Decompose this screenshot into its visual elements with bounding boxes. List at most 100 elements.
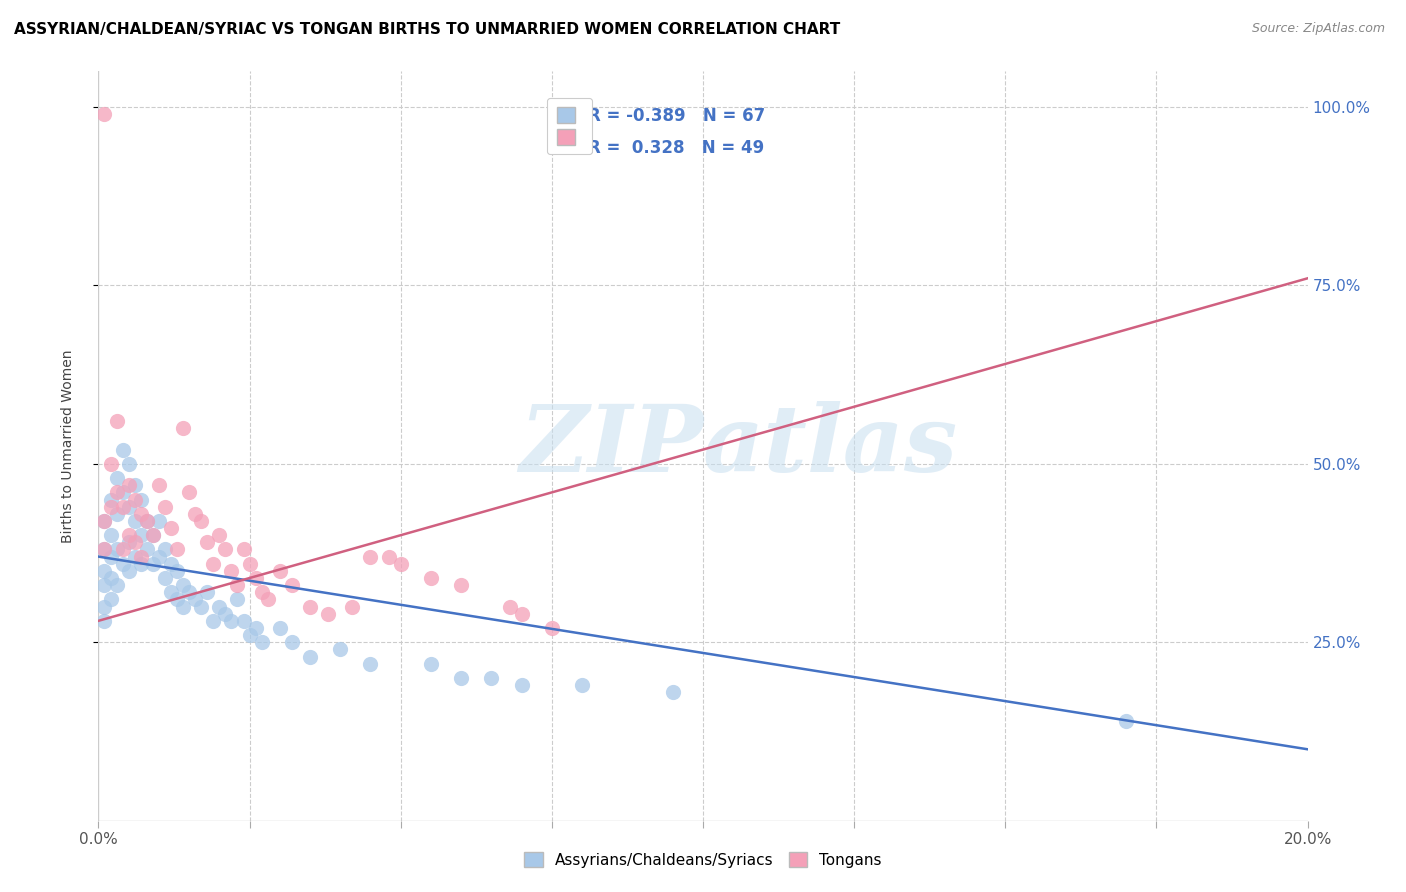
Point <box>342 599 364 614</box>
Point <box>195 535 218 549</box>
Point <box>166 542 188 557</box>
Point <box>153 500 176 514</box>
Text: R =  0.328   N = 49: R = 0.328 N = 49 <box>588 139 765 157</box>
Point <box>105 471 128 485</box>
Point <box>208 528 231 542</box>
Point <box>153 542 176 557</box>
Point <box>111 542 134 557</box>
Point <box>221 564 243 578</box>
Point <box>329 642 352 657</box>
Point <box>160 557 183 571</box>
Point <box>190 514 212 528</box>
Point <box>299 599 322 614</box>
Point <box>256 592 278 607</box>
Point <box>226 592 249 607</box>
Point <box>269 621 291 635</box>
Point <box>105 485 128 500</box>
Point <box>153 571 176 585</box>
Point <box>245 571 267 585</box>
Point <box>239 628 262 642</box>
Point <box>124 514 146 528</box>
Point <box>100 457 122 471</box>
Y-axis label: Births to Unmarried Women: Births to Unmarried Women <box>60 350 75 542</box>
Point <box>124 478 146 492</box>
Point <box>160 585 183 599</box>
Point <box>360 657 382 671</box>
Point <box>100 571 122 585</box>
Point <box>129 549 152 564</box>
Point <box>118 528 141 542</box>
Point <box>172 599 194 614</box>
Point <box>481 671 503 685</box>
Point <box>93 614 115 628</box>
Point <box>100 500 122 514</box>
Point <box>299 649 322 664</box>
Point <box>124 535 146 549</box>
Point <box>93 514 115 528</box>
Point <box>142 528 165 542</box>
Point <box>1115 714 1137 728</box>
Text: atlas: atlas <box>703 401 959 491</box>
Point <box>184 507 207 521</box>
Point <box>129 492 152 507</box>
Point <box>571 678 593 692</box>
Point <box>111 500 134 514</box>
Point <box>93 564 115 578</box>
Point <box>105 414 128 428</box>
Point <box>389 557 412 571</box>
Point <box>214 607 236 621</box>
Point <box>148 514 170 528</box>
Point <box>148 478 170 492</box>
Point <box>232 542 254 557</box>
Text: ASSYRIAN/CHALDEAN/SYRIAC VS TONGAN BIRTHS TO UNMARRIED WOMEN CORRELATION CHART: ASSYRIAN/CHALDEAN/SYRIAC VS TONGAN BIRTH… <box>14 22 841 37</box>
Point <box>510 607 533 621</box>
Point <box>316 607 339 621</box>
Point <box>245 621 267 635</box>
Point <box>100 592 122 607</box>
Point <box>160 521 183 535</box>
Legend: Assyrians/Chaldeans/Syriacs, Tongans: Assyrians/Chaldeans/Syriacs, Tongans <box>516 844 890 875</box>
Legend: , : , <box>547 98 592 154</box>
Point <box>202 557 225 571</box>
Point <box>93 542 115 557</box>
Point <box>450 578 472 592</box>
Point <box>172 578 194 592</box>
Point <box>111 442 134 457</box>
Point <box>118 535 141 549</box>
Point <box>166 592 188 607</box>
Point <box>93 514 115 528</box>
Point <box>166 564 188 578</box>
Point <box>100 528 122 542</box>
Text: Source: ZipAtlas.com: Source: ZipAtlas.com <box>1251 22 1385 36</box>
Point <box>118 457 141 471</box>
Point <box>179 585 201 599</box>
Point <box>202 614 225 628</box>
Point <box>93 107 115 121</box>
Point <box>118 500 141 514</box>
Point <box>124 492 146 507</box>
Point <box>105 578 128 592</box>
Point <box>239 557 262 571</box>
Point <box>232 614 254 628</box>
Point <box>179 485 201 500</box>
Point <box>93 599 115 614</box>
Point <box>226 578 249 592</box>
Point <box>118 478 141 492</box>
Point <box>498 599 520 614</box>
Point <box>540 621 562 635</box>
Point <box>124 549 146 564</box>
Text: R = -0.389   N = 67: R = -0.389 N = 67 <box>588 106 765 125</box>
Point <box>360 549 382 564</box>
Point <box>142 557 165 571</box>
Point <box>148 549 170 564</box>
Point <box>250 635 273 649</box>
Point <box>377 549 399 564</box>
Point <box>135 542 157 557</box>
Point <box>190 599 212 614</box>
Point <box>269 564 291 578</box>
Point <box>172 421 194 435</box>
Point <box>250 585 273 599</box>
Point <box>510 678 533 692</box>
Point <box>93 542 115 557</box>
Point <box>135 514 157 528</box>
